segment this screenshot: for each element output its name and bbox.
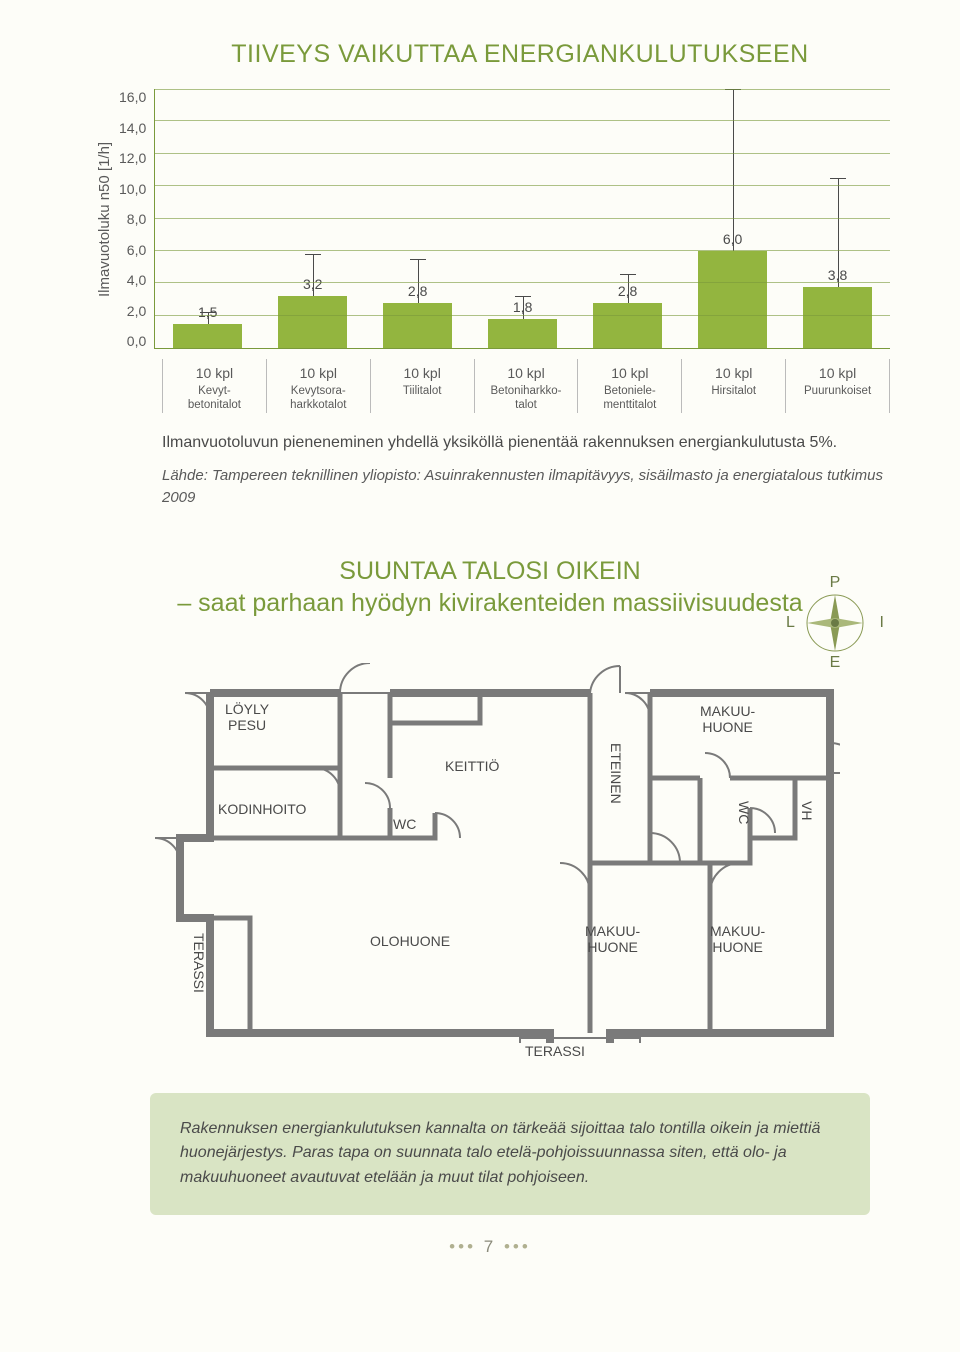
room-wc-2: WC — [735, 801, 752, 824]
room-wc-1: WC — [393, 816, 416, 833]
room-makuu-2: MAKUU- HUONE — [585, 923, 640, 957]
page-number: ••• 7 ••• — [90, 1237, 890, 1257]
compass-icon: P E L I — [790, 578, 880, 668]
compass-east: I — [880, 614, 884, 632]
chart: Ilmavuotoluku n50 [1/h] 16,014,012,010,0… — [90, 89, 890, 349]
chart-xlabels: 10 kplKevyt- betonitalot10 kplKevytsora-… — [162, 359, 890, 413]
floor-plan: P E L I — [110, 643, 870, 1063]
room-makuu-3: MAKUU- HUONE — [710, 923, 765, 957]
room-eteinen: ETEINEN — [607, 743, 624, 804]
chart-title: TIIVEYS VAIKUTTAA ENERGIANKULUTUKSEEN — [150, 40, 890, 69]
callout-box: Rakennuksen energiankulutuksen kannalta … — [150, 1093, 870, 1215]
chart-yaxis: 16,014,012,010,08,06,04,02,00,0 — [119, 89, 154, 349]
plan-subtitle: – saat parhaan hyödyn kivirakenteiden ma… — [90, 589, 890, 618]
room-olohuone: OLOHUONE — [370, 933, 450, 950]
room-vh: VH — [798, 801, 815, 820]
compass-west: L — [786, 614, 795, 632]
plan-title: SUUNTAA TALOSI OIKEIN — [90, 555, 890, 589]
chart-source: Lähde: Tampereen teknillinen yliopisto: … — [162, 465, 890, 510]
chart-note: Ilmanvuotoluvun pieneneminen yhdellä yks… — [162, 431, 890, 455]
room-makuu-1: MAKUU- HUONE — [700, 703, 755, 737]
chart-plot: 1,53,22,81,82,86,03,8 — [154, 89, 890, 349]
room-keittio: KEITTIÖ — [445, 758, 499, 775]
room-terassi-1: TERASSI — [190, 933, 207, 993]
room-kodinhoito: KODINHOITO — [218, 801, 306, 818]
room-loyly: LÖYLYPESU — [225, 701, 269, 735]
room-terassi-2: TERASSI — [525, 1043, 585, 1060]
chart-ylabel: Ilmavuotoluku n50 [1/h] — [90, 89, 119, 349]
